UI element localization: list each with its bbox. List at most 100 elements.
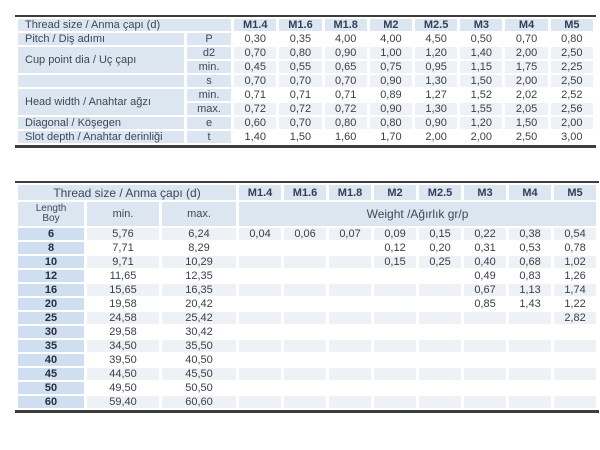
weight-cell [419,396,462,408]
weight-cell [239,382,282,394]
value-cell: 0,80 [324,117,367,129]
weight-cell: 0,49 [464,270,507,282]
weight-cell [464,368,507,380]
weight-cell: 0,83 [509,270,552,282]
weight-cell: 0,78 [554,242,597,254]
weight-cell: 0,25 [419,256,462,268]
weight-cell: 0,12 [374,242,417,254]
length-cell: 60 [18,396,84,408]
value-cell: 0,71 [324,89,367,101]
value-cell: 2,02 [505,89,548,101]
weight-cell: 0,67 [464,284,507,296]
min-cell: 34,50 [87,340,159,352]
weight-cell [239,312,282,324]
symbol-cell: t [186,131,232,143]
weight-cell [419,312,462,324]
max-cell: 12,35 [162,270,237,282]
length-row: 12 11,65 12,35 0,49 0,83 1,26 [18,270,597,282]
weight-cell [509,326,552,338]
length-cell: 30 [18,326,84,338]
weight-cell: 0,04 [239,228,282,240]
length-row: 45 44,50 45,50 [18,368,597,380]
value-cell: 4,00 [324,33,367,45]
value-cell: 1,00 [369,47,413,59]
m-size-header-cell: M3 [464,185,507,200]
value-cell: 0,71 [279,89,322,101]
value-cell: 0,70 [505,33,548,45]
row-label: Diagonal / Köşegen [18,117,184,129]
min-cell: 24,58 [87,312,159,324]
value-cell: 2,00 [550,117,593,129]
weight-cell [284,326,327,338]
dimension-row: Cup point dia / Uç çapı d2 0,70 0,80 0,90 1,0… [18,47,593,73]
value-cell: 0,72 [234,103,277,115]
length-cell: 20 [18,298,84,310]
row-label: Cup point dia / Uç çapı [18,47,184,73]
weight-cell [554,354,597,366]
max-cell: 50,50 [162,382,237,394]
m-size-header-cell: M5 [550,19,593,31]
m-size-header-cell: M1.4 [234,19,277,31]
weight-cell [419,326,462,338]
weight-cell [374,368,417,380]
weight-cell: 1,02 [554,256,597,268]
weight-cell [554,368,597,380]
symbol-cell: d2 [186,47,232,59]
length-cell: 40 [18,354,84,366]
max-cell: 45,50 [162,368,237,380]
weight-cell: 0,15 [419,228,462,240]
weight-cell [239,242,282,254]
weight-cell [284,242,327,254]
value-cell: 2,52 [550,89,593,101]
weight-cell: 1,26 [554,270,597,282]
weight-cell [464,340,507,352]
weight-cell [239,270,282,282]
length-column-header: Length Boy [18,202,84,226]
length-cell: 35 [18,340,84,352]
length-cell: 50 [18,382,84,394]
weight-cell [329,242,372,254]
weight-cell [509,340,552,352]
length-row: 40 39,50 40,50 [18,354,597,366]
row-label: Head width / Anahtar ağzı [18,89,184,115]
weight-cell [239,368,282,380]
weight-cell [464,382,507,394]
symbol-cell: min. [186,89,232,101]
m-size-header-cell: M1.8 [329,185,372,200]
weight-cell [509,382,552,394]
weight-cell: 0,38 [509,228,552,240]
value-cell: 1,60 [324,131,367,143]
length-cell: 6 [18,228,84,240]
length-row: 35 34,50 35,50 [18,340,597,352]
value-cell: 0,65 [324,61,367,73]
weight-cell [239,340,282,352]
value-cell: 1,75 [505,61,548,73]
row-label [18,75,184,87]
min-cell: 49,50 [87,382,159,394]
weight-cell: 0,40 [464,256,507,268]
length-row: 20 19,58 20,42 0,85 1,43 1,22 [18,298,597,310]
weight-table-header-row: Thread size / Anma çapı (d) M1.4 M1.6 M1.8… [18,185,597,200]
weight-cell [329,382,372,394]
weight-cell [329,326,372,338]
m-size-header-cell: M1.4 [239,185,282,200]
weight-cell: 2,82 [554,312,597,324]
m-size-header-cell: M3 [460,19,503,31]
weight-cell [509,354,552,366]
value-cell: 0,50 [460,33,503,45]
value-cell: 0,60 [234,117,277,129]
value-cell: 1,50 [505,117,548,129]
value-cell: 2,50 [550,75,593,87]
value-cell: 0,35 [279,33,322,45]
length-cell: 12 [18,270,84,282]
weight-cell [464,312,507,324]
weight-cell [329,284,372,296]
value-cell: 0,55 [279,61,322,73]
weight-cell [419,382,462,394]
value-cell: 0,90 [369,103,413,115]
thread-size-header: Thread size / Anma çapı (d) [18,19,232,31]
weight-cell [419,298,462,310]
weight-cell: 1,74 [554,284,597,296]
length-cell: 8 [18,242,84,254]
value-cell: 1,55 [460,103,503,115]
